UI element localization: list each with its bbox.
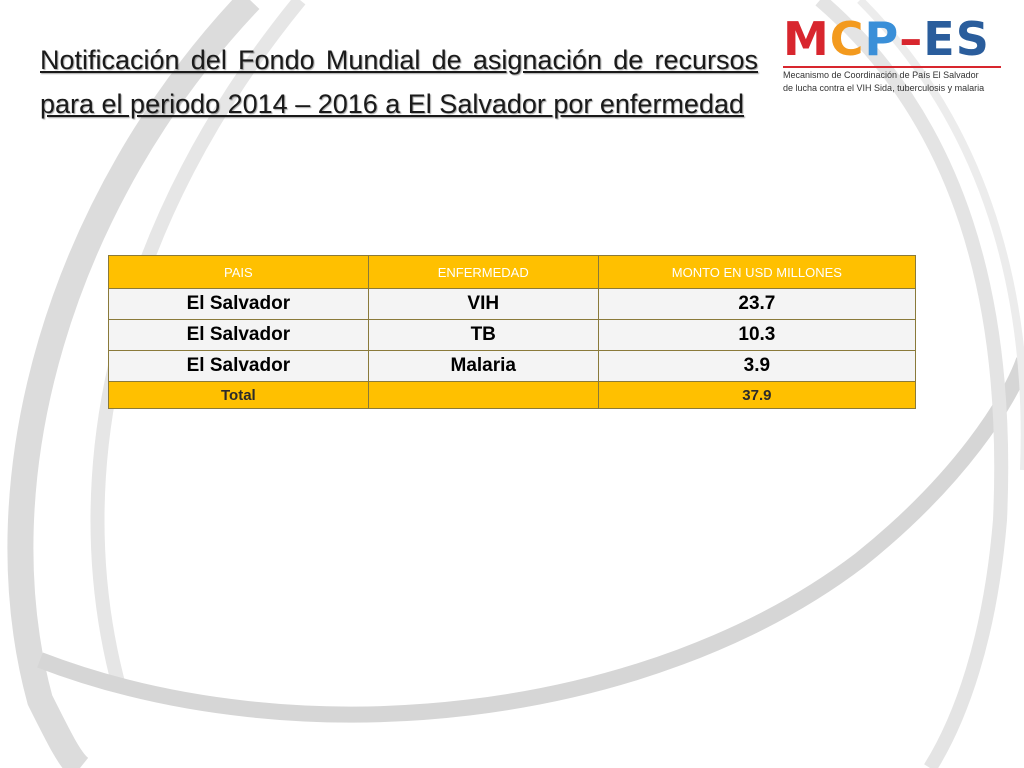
cell-pais: El Salvador <box>108 319 369 351</box>
logo-divider <box>783 66 1001 68</box>
table-row: El Salvador TB 10.3 <box>108 319 917 351</box>
logo-wordmark: MCP–ES <box>783 14 1005 64</box>
cell-enfermedad: Malaria <box>367 350 599 382</box>
logo-letter-m: M <box>783 12 830 66</box>
logo-subtitle-line2: de lucha contra el VIH Sida, tuberculosi… <box>783 83 985 93</box>
table-header-row: PAIS ENFERMEDAD MONTO EN USD MILLONES <box>108 255 917 289</box>
cell-pais: El Salvador <box>108 288 369 320</box>
table-row: El Salvador VIH 23.7 <box>108 288 917 320</box>
logo-subtitle-line1: Mecanismo de Coordinación de País El Sal… <box>783 70 979 80</box>
header-pais: PAIS <box>108 255 369 289</box>
total-label: Total <box>108 381 369 409</box>
logo-letters-es: ES <box>923 12 990 66</box>
allocation-table: PAIS ENFERMEDAD MONTO EN USD MILLONES El… <box>108 255 917 409</box>
total-empty-cell <box>367 381 599 409</box>
cell-enfermedad: TB <box>367 319 599 351</box>
cell-monto: 3.9 <box>597 350 917 382</box>
header-monto: MONTO EN USD MILLONES <box>597 255 917 289</box>
slide-title: Notificación del Fondo Mundial de asigna… <box>40 45 758 119</box>
logo-dash: – <box>899 12 924 66</box>
cell-pais: El Salvador <box>108 350 369 382</box>
cell-monto: 23.7 <box>597 288 917 320</box>
header-enfermedad: ENFERMEDAD <box>367 255 599 289</box>
mcp-es-logo: MCP–ES Mecanismo de Coordinación de País… <box>783 14 1005 94</box>
table-row: El Salvador Malaria 3.9 <box>108 350 917 382</box>
cell-enfermedad: VIH <box>367 288 599 320</box>
cell-monto: 10.3 <box>597 319 917 351</box>
table-total-row: Total 37.9 <box>108 381 917 409</box>
total-value: 37.9 <box>597 381 917 409</box>
logo-letter-p: P <box>864 12 900 66</box>
logo-letter-c: C <box>829 12 865 66</box>
